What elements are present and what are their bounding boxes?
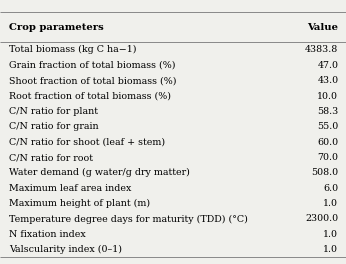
Text: 70.0: 70.0 [317,153,338,162]
Text: Shoot fraction of total biomass (%): Shoot fraction of total biomass (%) [9,76,176,85]
Text: C/N ratio for plant: C/N ratio for plant [9,107,98,116]
Text: 1.0: 1.0 [324,230,338,239]
Text: Temperature degree days for maturity (TDD) (°C): Temperature degree days for maturity (TD… [9,214,247,224]
Text: Value: Value [307,22,338,32]
Text: Grain fraction of total biomass (%): Grain fraction of total biomass (%) [9,61,175,70]
Text: 508.0: 508.0 [311,168,338,177]
Text: Maximum height of plant (m): Maximum height of plant (m) [9,199,150,208]
Text: Total biomass (kg C ha−1): Total biomass (kg C ha−1) [9,45,136,54]
Text: 6.0: 6.0 [323,184,338,193]
Text: Water demand (g water/g dry matter): Water demand (g water/g dry matter) [9,168,190,177]
Text: Root fraction of total biomass (%): Root fraction of total biomass (%) [9,92,171,101]
Text: 43.0: 43.0 [317,76,338,85]
Text: C/N ratio for grain: C/N ratio for grain [9,122,98,131]
Text: 1.0: 1.0 [324,245,338,254]
Text: C/N ratio for root: C/N ratio for root [9,153,93,162]
Text: 2300.0: 2300.0 [305,214,338,224]
Text: 1.0: 1.0 [324,199,338,208]
Text: 58.3: 58.3 [317,107,338,116]
Text: Crop parameters: Crop parameters [9,22,103,32]
Text: 10.0: 10.0 [317,92,338,101]
Text: C/N ratio for shoot (leaf + stem): C/N ratio for shoot (leaf + stem) [9,138,165,147]
Text: 60.0: 60.0 [317,138,338,147]
Text: N fixation index: N fixation index [9,230,85,239]
Text: 4383.8: 4383.8 [305,45,338,54]
Text: Valscularity index (0–1): Valscularity index (0–1) [9,245,122,254]
Text: 47.0: 47.0 [317,61,338,70]
Text: 55.0: 55.0 [317,122,338,131]
Text: Maximum leaf area index: Maximum leaf area index [9,184,131,193]
